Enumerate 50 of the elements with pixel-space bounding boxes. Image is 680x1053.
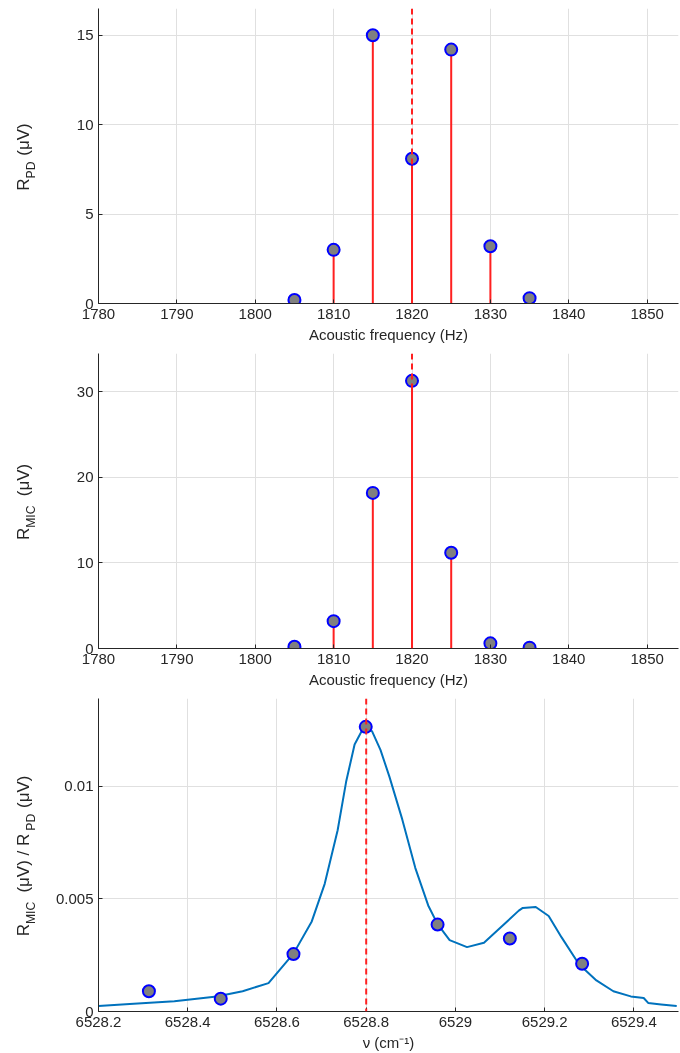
point (286, 947, 301, 962)
y-tick-label: 0.01 (64, 777, 94, 795)
x-tick-label: 1820 (395, 304, 429, 322)
x-tick-label: 1840 (552, 649, 586, 667)
y-tick-label: 0.005 (55, 889, 94, 907)
x-tick-label: 6529.4 (610, 1012, 657, 1030)
x-tick-label: 6529 (438, 1012, 473, 1030)
point (326, 242, 341, 257)
point (483, 636, 498, 649)
point (430, 917, 445, 932)
x-axis-title: ν (cm⁻¹) (362, 1033, 415, 1051)
point (444, 42, 459, 57)
x-tick-label: 1800 (238, 304, 272, 322)
point (213, 991, 228, 1006)
point (502, 931, 517, 946)
point (326, 614, 341, 629)
x-tick-label: 6528.4 (164, 1012, 211, 1030)
point (287, 292, 302, 304)
point (522, 291, 537, 304)
x-tick-label: 1850 (630, 649, 664, 667)
y-axis-title: RMIC (μV) / RPD (μV) (13, 775, 38, 937)
point (365, 485, 380, 500)
x-tick-label: 1850 (630, 304, 664, 322)
point (483, 239, 498, 254)
x-axis-title: Acoustic frequency (Hz) (308, 325, 469, 343)
point (444, 545, 459, 560)
x-tick-label: 1840 (552, 304, 586, 322)
y-tick-label: 15 (76, 26, 94, 44)
x-tick-label: 1810 (316, 304, 351, 322)
y-axis-title: RPD (μV) (13, 123, 38, 191)
x-tick-label: 1820 (395, 649, 429, 667)
x-tick-label: 6529.2 (521, 1012, 568, 1030)
x-tick-label: 1830 (473, 649, 508, 667)
x-tick-label: 1790 (160, 304, 194, 322)
y-tick-label: 30 (76, 382, 94, 400)
y-tick-label: 20 (76, 468, 94, 486)
x-tick-label: 1830 (473, 304, 508, 322)
point (575, 956, 590, 971)
y-tick-label: 10 (76, 553, 94, 571)
point (141, 984, 156, 999)
x-tick-label: 1790 (160, 649, 194, 667)
y-axis-title: RMIC (μV) (13, 463, 38, 541)
point (365, 28, 380, 43)
y-tick-label: 10 (76, 115, 94, 133)
y-tick-label: 5 (85, 205, 94, 223)
x-tick-label: 6528.8 (343, 1012, 390, 1030)
x-tick-label: 1800 (238, 649, 272, 667)
x-tick-label: 1810 (316, 649, 351, 667)
x-axis-title: Acoustic frequency (Hz) (308, 670, 469, 688)
x-tick-label: 6528.6 (254, 1012, 300, 1030)
